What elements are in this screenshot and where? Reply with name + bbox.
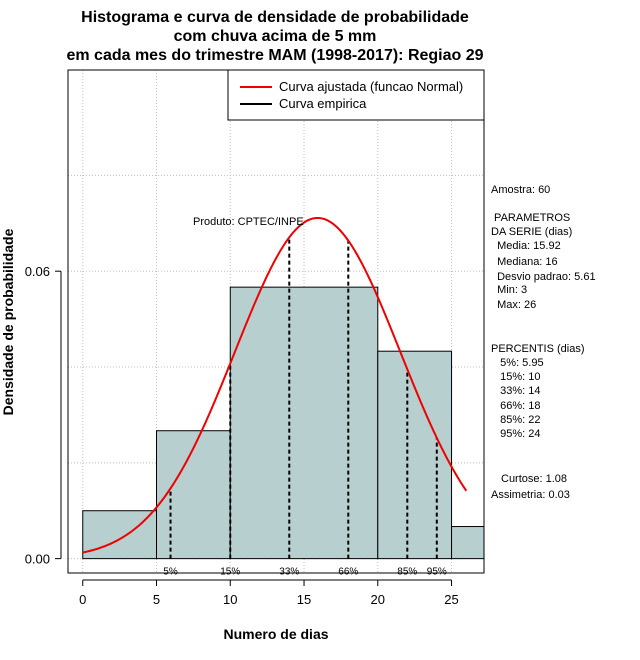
x-tick-label: 15 (297, 592, 311, 607)
stat-line: Max: 26 (491, 299, 536, 311)
histogram-bar (377, 350, 453, 560)
percentile-label: 85% (397, 567, 417, 578)
x-tick-label: 10 (223, 592, 237, 607)
legend-label-empirical: Curva empirica (279, 96, 367, 111)
stat-line: 15%: 10 (491, 371, 541, 383)
x-tick-label: 20 (371, 592, 385, 607)
y-tick-label: 0.06 (25, 264, 50, 279)
chart-title-line: em cada mes do trimestre MAM (1998-2017)… (66, 47, 483, 64)
histogram-bar (229, 286, 379, 560)
x-tick-label: 0 (79, 592, 86, 607)
legend: Curva ajustada (funcao Normal) Curva empi… (227, 69, 485, 121)
stat-line: 5%: 5.95 (491, 357, 544, 369)
stat-line: Assimetria: 0.03 (491, 489, 570, 501)
stat-line: Desvio padrao: 5.61 (491, 271, 596, 283)
annotations: Produto: CPTEC/INPE (193, 216, 304, 228)
stat-line: Media: 15.92 (491, 240, 561, 252)
stat-line: Amostra: 60 (491, 184, 550, 196)
product-label: Produto: CPTEC/INPE (193, 216, 304, 228)
stat-line: 95%: 24 (491, 428, 541, 440)
histogram-bar (82, 510, 158, 560)
legend-label-fitted: Curva ajustada (funcao Normal) (279, 79, 463, 94)
stat-line: Min: 3 (491, 284, 527, 296)
percentile-label: 15% (220, 567, 240, 578)
histogram-bars (82, 286, 485, 560)
x-axis-label: Numero de dias (223, 626, 328, 642)
axes: 0 5 10 15 20 25 0.00 0.06 Numero de dias Densidad… (0, 228, 459, 642)
stat-line: PERCENTIS (dias) (491, 343, 585, 355)
chart-title-line: Histograma e curva de densidade de proba… (81, 9, 469, 26)
y-axis-label: Densidade de probabilidade (0, 228, 16, 415)
percentile-lines: 5% 15% 33% 66% 85% 95% (163, 237, 447, 578)
chart-title: Histograma e curva de densidade de proba… (66, 9, 483, 64)
stat-line: 85%: 22 (491, 414, 541, 426)
stat-line: DA SERIE (dias) (491, 226, 572, 238)
fitted-normal-curve (82, 216, 468, 554)
x-tick-label: 5 (153, 592, 160, 607)
x-tick-label: 25 (444, 592, 458, 607)
percentile-label: 5% (163, 567, 178, 578)
fitted-curve-group (82, 216, 468, 554)
statistics-panel: Amostra: 60 PARAMETROS DA SERIE (dias) Me… (491, 184, 596, 501)
legend-box (227, 69, 485, 121)
stat-line: Mediana: 16 (491, 256, 558, 268)
percentile-label: 95% (427, 567, 447, 578)
stat-line: Curtose: 1.08 (501, 473, 567, 485)
percentile-label: 66% (338, 567, 358, 578)
stat-line: 66%: 18 (491, 400, 541, 412)
histogram-bar (451, 526, 485, 560)
y-tick-label: 0.00 (25, 552, 50, 567)
chart-title-line: com chuva acima de 5 mm (174, 28, 377, 45)
histogram-bar (156, 430, 231, 560)
stat-line: 33%: 14 (491, 385, 541, 397)
stat-line: PARAMETROS (491, 212, 570, 224)
percentile-label: 33% (279, 567, 299, 578)
